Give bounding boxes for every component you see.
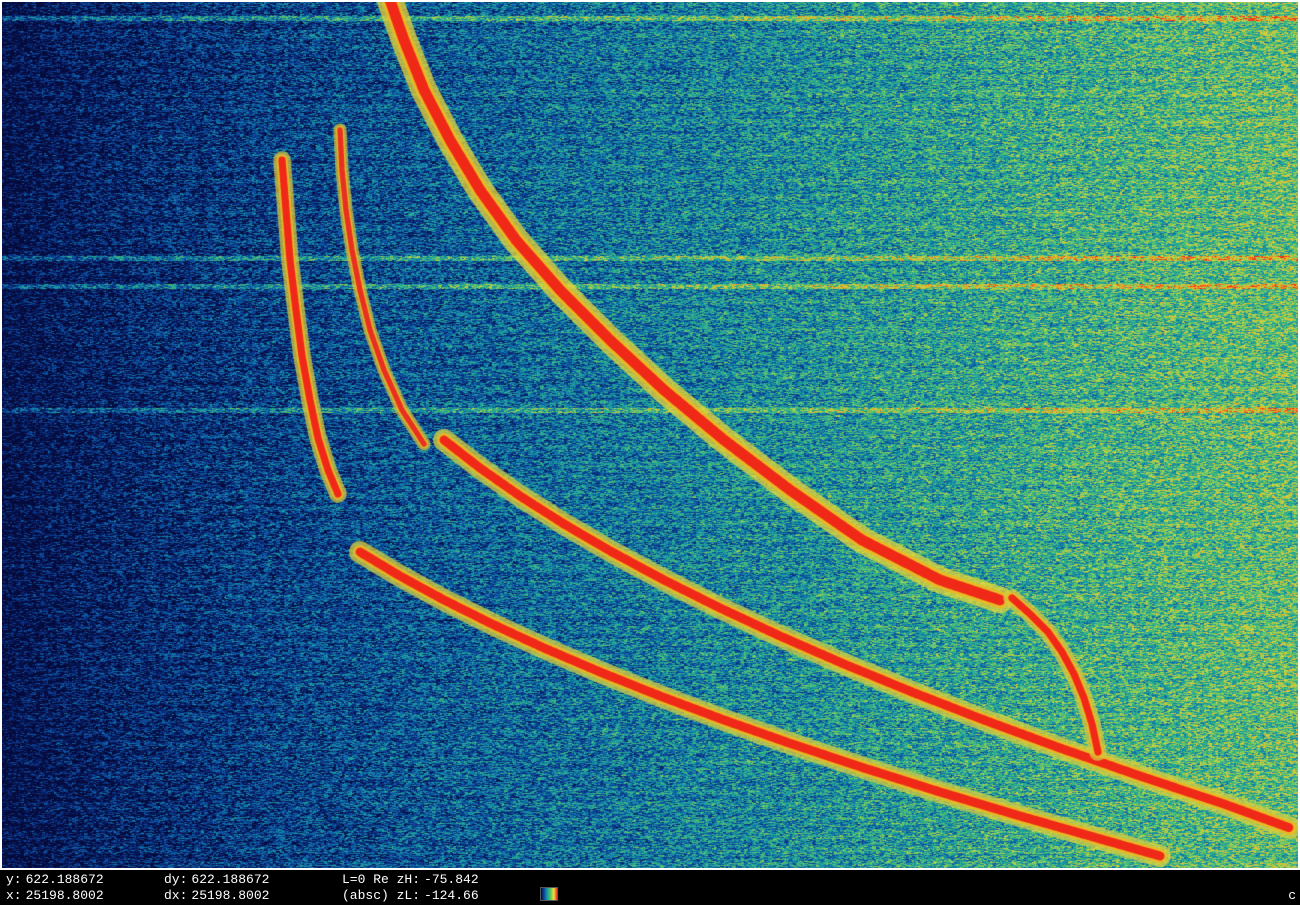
y-label: y: [6, 872, 22, 888]
dx-label: dx: [164, 888, 187, 904]
zh-label: L=0 Re zH: [342, 872, 420, 888]
status-col-y: y: 622.188672 x: 25198.8002 [6, 872, 156, 905]
zh-value: -75.842 [424, 872, 479, 888]
status-col-z: L=0 Re zH: -75.842 (absc) zL: -124.66 [342, 872, 542, 905]
x-value: 25198.8002 [26, 888, 104, 904]
zl-value: -124.66 [424, 888, 479, 904]
app-window: y: 622.188672 x: 25198.8002 dy: 622.1886… [0, 0, 1300, 905]
zl-label: (absc) zL: [342, 888, 420, 904]
colormap-swatch[interactable] [540, 887, 558, 901]
dy-label: dy: [164, 872, 187, 888]
x-label: x: [6, 888, 22, 904]
mode-indicator: c [1288, 888, 1296, 903]
dx-value: 25198.8002 [191, 888, 269, 904]
status-bar: y: 622.188672 x: 25198.8002 dy: 622.1886… [0, 870, 1300, 905]
dy-value: 622.188672 [191, 872, 269, 888]
y-value: 622.188672 [26, 872, 104, 888]
spectrogram-canvas[interactable] [0, 0, 1300, 870]
status-col-d: dy: 622.188672 dx: 25198.8002 [164, 872, 334, 905]
